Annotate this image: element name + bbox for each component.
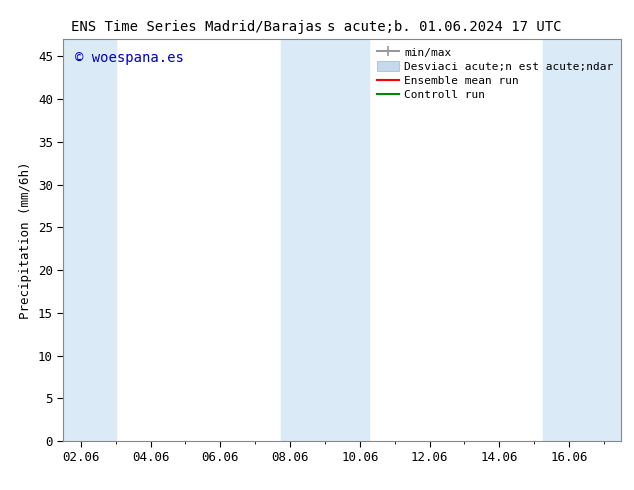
Y-axis label: Precipitation (mm/6h): Precipitation (mm/6h) <box>20 161 32 319</box>
Legend: min/max, Desviaci acute;n est acute;ndar, Ensemble mean run, Controll run: min/max, Desviaci acute;n est acute;ndar… <box>372 43 618 104</box>
Bar <box>281 39 368 441</box>
Text: ENS Time Series Madrid/Barajas: ENS Time Series Madrid/Barajas <box>71 20 322 34</box>
Text: © woespana.es: © woespana.es <box>75 51 183 65</box>
Bar <box>63 39 115 441</box>
Bar <box>543 39 621 441</box>
Text: s acute;b. 01.06.2024 17 UTC: s acute;b. 01.06.2024 17 UTC <box>327 20 561 34</box>
